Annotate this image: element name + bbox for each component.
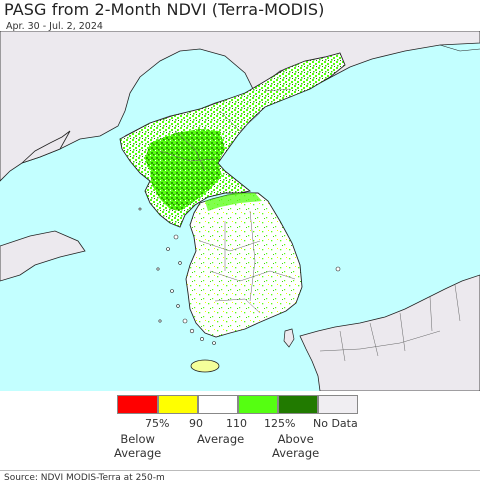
legend-below-line1: Below <box>120 432 155 446</box>
legend-swatch-5 <box>278 395 318 414</box>
map-title: PASG from 2-Month NDVI (Terra-MODIS) <box>4 0 325 19</box>
legend-above-average: Above Average <box>272 432 319 460</box>
tsushima-island <box>283 328 295 348</box>
legend-tick-125: 125% <box>264 417 296 430</box>
legend-swatch-1 <box>117 395 158 414</box>
legend-swatch-2 <box>158 395 198 414</box>
legend-tick-90: 90 <box>189 417 203 430</box>
legend-swatch-3 <box>198 395 238 414</box>
shandong-peninsula <box>0 230 86 282</box>
province-boundaries <box>159 88 296 314</box>
date-range: Apr. 30 - Jul. 2, 2024 <box>6 21 103 32</box>
ulleungdo-island <box>335 266 341 272</box>
legend-average: Average <box>197 432 245 446</box>
map-panel <box>0 31 480 391</box>
northeast-coastline-detail <box>439 44 480 52</box>
map-canvas <box>0 31 480 391</box>
legend-above-line1: Above <box>277 432 314 446</box>
source-note: Source: NDVI MODIS-Terra at 250-m <box>4 473 165 483</box>
legend-swatch-6 <box>318 395 358 414</box>
border-vegetation-patch <box>205 193 262 211</box>
legend-below-line2: Average <box>114 446 162 460</box>
japan <box>299 274 480 391</box>
liaodong-peninsula <box>21 130 71 164</box>
legend-swatch-4 <box>238 395 278 414</box>
north-korea-dense-vegetation <box>145 129 225 211</box>
west-sea-islands <box>138 207 216 345</box>
japan-prefecture-lines <box>319 284 461 362</box>
legend-above-line2: Average <box>272 446 320 460</box>
legend-tick-75: 75% <box>145 417 170 430</box>
legend: 75% 90 110 125% No Data Below Average Av… <box>0 391 480 471</box>
legend-tick-nodata: No Data <box>313 417 358 430</box>
legend-tick-110: 110 <box>226 417 247 430</box>
legend-below-average: Below Average <box>114 432 161 460</box>
footer-divider <box>0 470 480 471</box>
jeju-island <box>190 359 220 373</box>
